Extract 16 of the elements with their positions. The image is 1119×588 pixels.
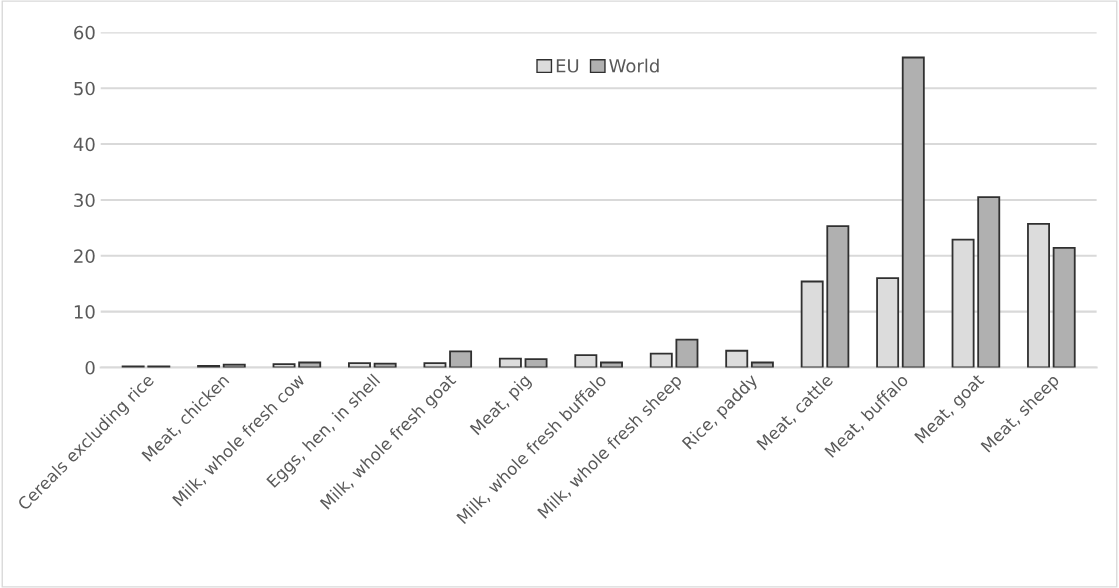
legend-label: World — [609, 58, 659, 73]
bar — [901, 56, 925, 368]
y-tick-label: 30 — [74, 193, 95, 208]
bar — [977, 196, 1001, 368]
legend-label: EU — [556, 59, 579, 73]
bar — [449, 350, 473, 368]
bar — [524, 358, 548, 368]
y-tick-label: 0 — [85, 360, 95, 375]
y-tick-label: 20 — [74, 249, 95, 263]
bar — [675, 338, 699, 368]
bar — [1052, 247, 1076, 368]
y-tick-label: 40 — [73, 137, 95, 152]
bar — [826, 225, 850, 368]
y-tick-label: 50 — [74, 81, 95, 96]
y-tick-label: 10 — [74, 305, 95, 319]
y-tick-label: 60 — [74, 25, 95, 40]
